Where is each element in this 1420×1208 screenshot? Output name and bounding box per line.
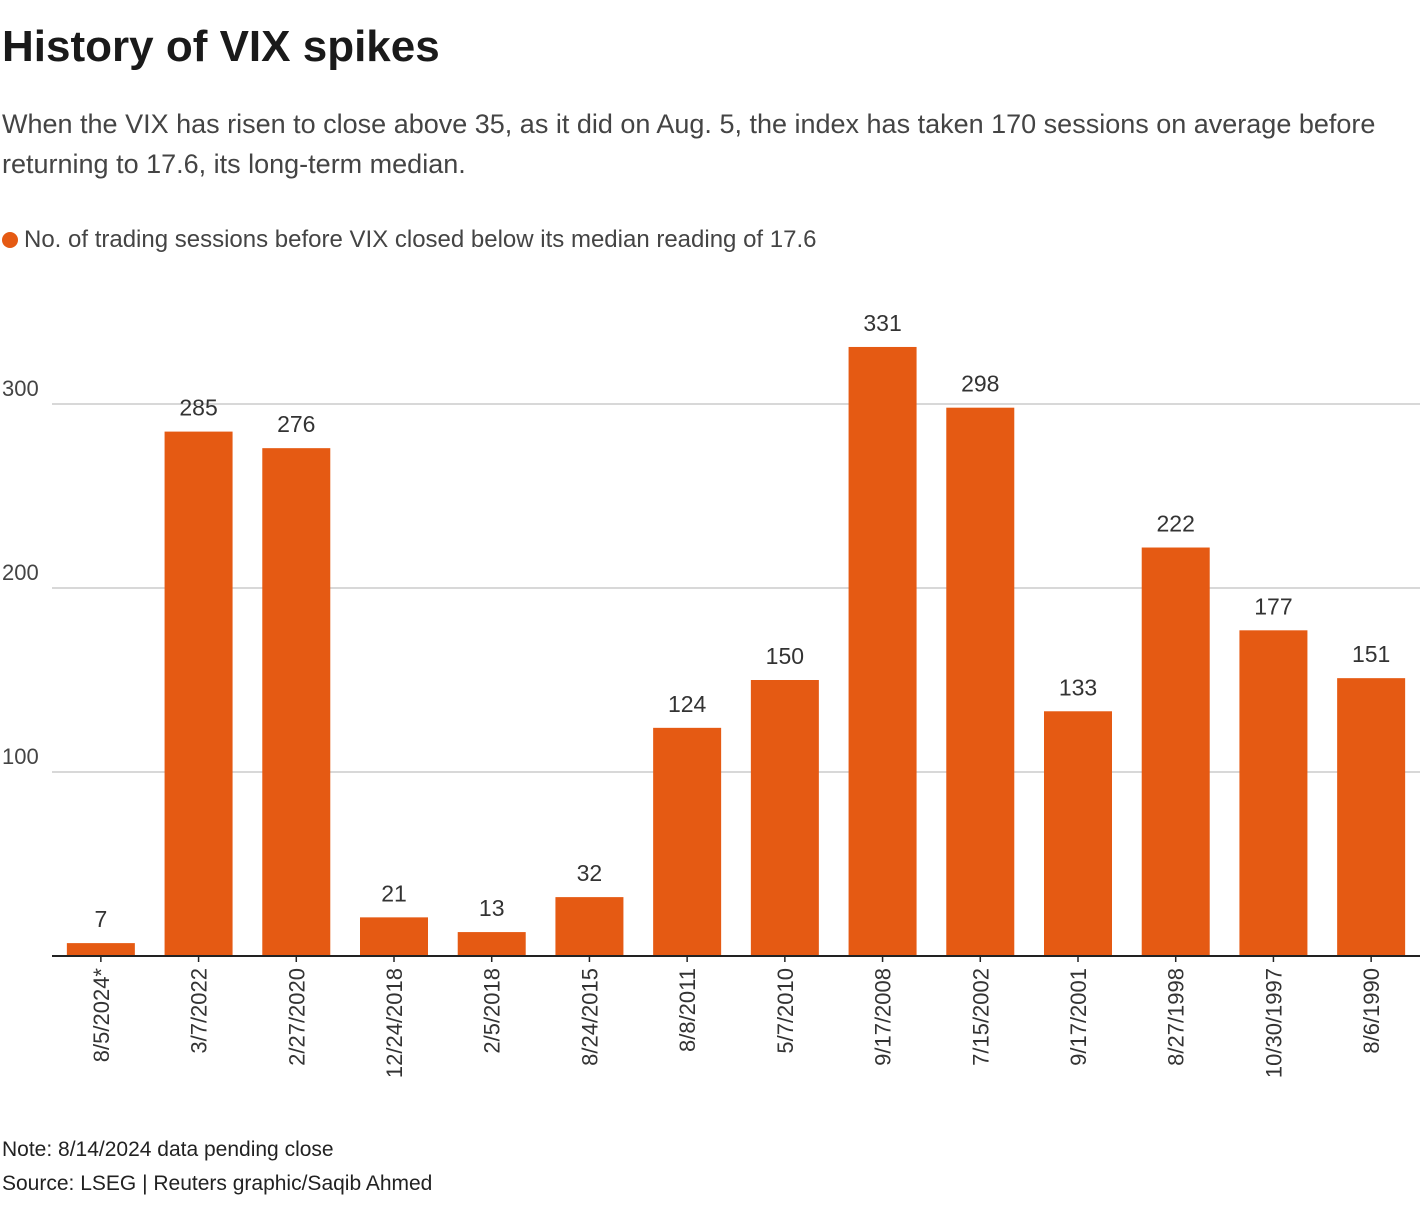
x-tick-label-7/15/2002: 7/15/2002 xyxy=(968,968,993,1066)
x-tick-label-2/27/2020: 2/27/2020 xyxy=(284,968,309,1066)
x-tick-label-9/17/2008: 9/17/2008 xyxy=(871,968,896,1066)
bar-8/6/1990 xyxy=(1337,678,1406,956)
data-label-8/6/1990: 151 xyxy=(1352,641,1390,667)
x-tick-label-8/27/1998: 8/27/1998 xyxy=(1164,968,1189,1066)
x-tick-label-10/30/1997: 10/30/1997 xyxy=(1261,968,1286,1078)
bar-8/24/2015 xyxy=(555,897,624,956)
bar-10/30/1997 xyxy=(1239,630,1308,956)
bar-2/5/2018 xyxy=(457,932,526,956)
bar-8/27/1998 xyxy=(1141,547,1210,956)
data-label-8/5/2024*: 7 xyxy=(94,906,107,932)
x-tick-label-8/6/1990: 8/6/1990 xyxy=(1359,968,1384,1054)
bar-3/7/2022 xyxy=(164,431,233,957)
chart-subtitle: When the VIX has risen to close above 35… xyxy=(2,109,1376,179)
y-tick-label-300: 300 xyxy=(2,376,39,401)
bar-2/27/2020 xyxy=(262,448,331,956)
data-label-7/15/2002: 298 xyxy=(961,371,999,397)
x-tick-label-8/24/2015: 8/24/2015 xyxy=(577,968,602,1066)
bar-9/17/2001 xyxy=(1044,711,1112,956)
data-label-9/17/2008: 331 xyxy=(863,310,901,336)
x-tick-label-9/17/2001: 9/17/2001 xyxy=(1066,968,1091,1066)
bar-12/24/2018 xyxy=(360,917,428,956)
data-label-9/17/2001: 133 xyxy=(1059,674,1097,700)
bar-5/7/2010 xyxy=(750,680,819,956)
x-tick-label-12/24/2018: 12/24/2018 xyxy=(382,968,407,1078)
bar-chart: 100 200 300 7 285 276 21 13 32 124 150 331 298 133 22… xyxy=(2,310,1420,1078)
x-tick-label-8/5/2024*: 8/5/2024* xyxy=(89,968,114,1063)
footnote: Note: 8/14/2024 data pending close xyxy=(2,1138,334,1161)
legend: No. of trading sessions before VIX close… xyxy=(2,226,816,254)
x-axis-tick-labels: 8/5/2024* 3/7/2022 2/27/2020 12/24/2018 2/5/… xyxy=(89,956,1384,1078)
data-labels: 7 285 276 21 13 32 124 150 331 298 133 222 177 151 xyxy=(94,310,1390,932)
bar-7/15/2002 xyxy=(946,407,1015,956)
x-tick-label-3/7/2022: 3/7/2022 xyxy=(187,968,212,1054)
y-tick-label-100: 100 xyxy=(2,744,39,769)
y-tick-label-200: 200 xyxy=(2,560,39,585)
chart-title: History of VIX spikes xyxy=(2,22,440,71)
data-label-12/24/2018: 21 xyxy=(381,880,407,906)
data-label-2/5/2018: 13 xyxy=(479,895,505,921)
data-label-8/8/2011: 124 xyxy=(668,691,707,717)
data-label-5/7/2010: 150 xyxy=(766,643,804,669)
data-label-8/27/1998: 222 xyxy=(1157,511,1195,537)
x-tick-label-8/8/2011: 8/8/2011 xyxy=(675,968,700,1052)
x-tick-label-2/5/2018: 2/5/2018 xyxy=(480,968,505,1054)
x-tick-label-5/7/2010: 5/7/2010 xyxy=(773,968,798,1054)
data-label-2/27/2020: 276 xyxy=(277,411,315,437)
data-label-8/24/2015: 32 xyxy=(577,860,603,886)
legend-label: No. of trading sessions before VIX close… xyxy=(24,226,817,253)
bars xyxy=(66,346,1406,957)
source-credit: Source: LSEG | Reuters graphic/Saqib Ahm… xyxy=(2,1172,433,1195)
legend-marker-icon xyxy=(2,232,18,248)
bar-8/5/2024* xyxy=(66,943,135,956)
data-label-3/7/2022: 285 xyxy=(179,395,217,421)
data-label-10/30/1997: 177 xyxy=(1254,593,1292,619)
bar-9/17/2008 xyxy=(848,346,917,957)
bar-8/8/2011 xyxy=(653,727,722,956)
